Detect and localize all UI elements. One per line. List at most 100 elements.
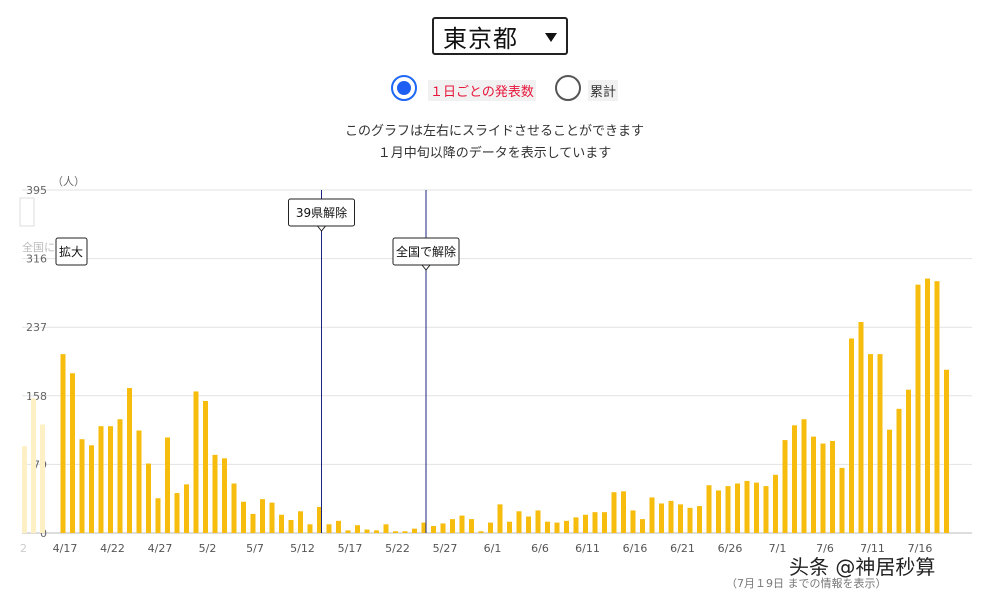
bar xyxy=(250,513,256,533)
bar xyxy=(336,520,341,533)
chevron-down-icon xyxy=(545,33,557,42)
bar xyxy=(545,521,550,533)
bar xyxy=(89,445,94,533)
bar xyxy=(459,515,465,533)
bar xyxy=(345,530,351,533)
bar xyxy=(193,391,199,533)
bar xyxy=(260,499,265,533)
bar xyxy=(421,522,427,533)
y-tick-label: 237 xyxy=(26,321,47,334)
bar xyxy=(744,480,750,533)
bar xyxy=(374,530,379,533)
bar xyxy=(754,482,759,533)
bar xyxy=(573,517,579,533)
cumulative-radio[interactable] xyxy=(555,75,581,101)
bar xyxy=(269,502,275,533)
watermark: 头条 @神居秒算 xyxy=(789,555,936,579)
prefecture-select-value: 東京都 xyxy=(443,24,518,53)
daily-count-radio[interactable] xyxy=(391,75,417,101)
x-tick-label: 4/22 xyxy=(100,542,125,555)
bar xyxy=(934,281,940,533)
bar xyxy=(497,504,503,533)
y-tick-label: 395 xyxy=(26,184,47,197)
bar xyxy=(906,389,911,533)
bar xyxy=(298,511,303,533)
bar xyxy=(98,426,104,533)
partial-callout-label: 全国に xyxy=(22,240,55,254)
bar xyxy=(811,436,816,533)
bar xyxy=(583,514,588,533)
bar xyxy=(279,514,284,533)
bar xyxy=(412,528,417,533)
x-tick-label: 6/21 xyxy=(670,542,695,555)
bar xyxy=(117,419,123,533)
event-callout-label: 全国で解除 xyxy=(396,244,456,259)
bar xyxy=(564,520,569,533)
y-axis-label: （人） xyxy=(52,175,85,188)
bar xyxy=(915,284,921,533)
bar xyxy=(782,440,788,533)
bar xyxy=(630,510,636,533)
bar xyxy=(801,419,807,533)
y-tick-label: 158 xyxy=(26,390,47,403)
x-tick-label: 7/6 xyxy=(816,542,834,555)
bar xyxy=(763,486,769,533)
bar xyxy=(649,497,655,533)
data-range-text: １月中旬以降のデータを表示しています xyxy=(377,146,612,161)
bar xyxy=(450,519,455,533)
bar xyxy=(944,369,949,533)
partial-callout-box xyxy=(55,237,88,266)
bar xyxy=(431,526,436,533)
x-tick-label: 5/12 xyxy=(290,542,315,555)
bar xyxy=(136,430,142,533)
bar xyxy=(174,493,180,533)
bar xyxy=(839,467,845,533)
bar xyxy=(896,408,902,533)
x-tick-label: 5/7 xyxy=(246,542,264,555)
bar xyxy=(79,439,85,533)
faded-bar xyxy=(31,398,36,533)
bar xyxy=(317,506,322,533)
bar xyxy=(127,387,132,533)
cumulative-label[interactable]: 累計 xyxy=(588,80,619,101)
bar xyxy=(668,500,674,533)
bar xyxy=(231,483,237,533)
bar xyxy=(355,525,360,533)
bar xyxy=(877,354,883,533)
x-tick-label: 7/1 xyxy=(769,542,787,555)
bar xyxy=(326,524,332,533)
daily-count-label[interactable]: １日ごとの発表数 xyxy=(428,80,536,101)
bar xyxy=(478,531,484,533)
bar xyxy=(592,512,598,533)
bar xyxy=(212,454,218,533)
bar xyxy=(716,490,721,533)
bar xyxy=(849,338,854,533)
bar xyxy=(155,498,161,533)
faded-bar xyxy=(40,424,45,533)
bar xyxy=(222,458,227,533)
x-tick-label: 6/1 xyxy=(484,542,502,555)
bar xyxy=(364,529,370,533)
bar xyxy=(469,519,474,533)
radio-selected-dot xyxy=(397,81,411,95)
bar xyxy=(602,512,607,533)
prefecture-select[interactable]: 東京都 xyxy=(432,17,568,55)
bar xyxy=(440,523,446,533)
bar xyxy=(383,524,389,533)
slide-hint-text: このグラフは左右にスライドさせることができます xyxy=(344,124,644,139)
bar xyxy=(621,491,626,533)
bar xyxy=(706,485,712,533)
bar xyxy=(402,531,408,533)
bar xyxy=(640,519,645,533)
bar xyxy=(820,443,826,533)
bar xyxy=(697,506,702,533)
faded-bar xyxy=(22,446,27,533)
bar xyxy=(735,483,740,533)
x-tick-label: 6/26 xyxy=(718,542,743,555)
bar xyxy=(307,524,313,533)
bar xyxy=(887,429,892,533)
bar xyxy=(516,511,522,533)
x-tick-label: 5/27 xyxy=(433,542,458,555)
bar xyxy=(165,437,170,533)
